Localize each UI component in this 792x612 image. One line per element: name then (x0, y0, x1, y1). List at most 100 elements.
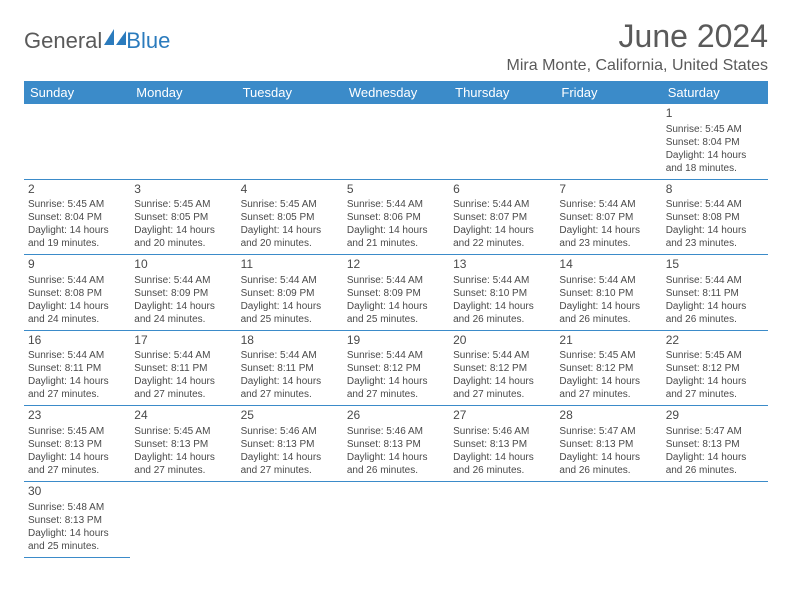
sunrise-line: Sunrise: 5:44 AM (28, 274, 126, 287)
logo-text-gray: General (24, 28, 102, 54)
day-number: 26 (347, 408, 445, 424)
sunset-line: Sunset: 8:05 PM (241, 211, 339, 224)
calendar-cell: 30Sunrise: 5:48 AMSunset: 8:13 PMDayligh… (24, 481, 130, 557)
day-number: 15 (666, 257, 764, 273)
calendar-header-row: SundayMondayTuesdayWednesdayThursdayFrid… (24, 81, 768, 104)
sunrise-line: Sunrise: 5:45 AM (666, 349, 764, 362)
calendar-cell: 22Sunrise: 5:45 AMSunset: 8:12 PMDayligh… (662, 330, 768, 406)
sunset-line: Sunset: 8:08 PM (28, 287, 126, 300)
calendar-row: 30Sunrise: 5:48 AMSunset: 8:13 PMDayligh… (24, 481, 768, 557)
daylight-line: Daylight: 14 hours and 25 minutes. (28, 527, 126, 553)
calendar-cell: 12Sunrise: 5:44 AMSunset: 8:09 PMDayligh… (343, 255, 449, 331)
sunrise-line: Sunrise: 5:45 AM (28, 425, 126, 438)
sunrise-line: Sunrise: 5:47 AM (559, 425, 657, 438)
sunrise-line: Sunrise: 5:44 AM (28, 349, 126, 362)
sunset-line: Sunset: 8:11 PM (241, 362, 339, 375)
calendar-body: 1Sunrise: 5:45 AMSunset: 8:04 PMDaylight… (24, 104, 768, 557)
sunset-line: Sunset: 8:10 PM (453, 287, 551, 300)
daylight-line: Daylight: 14 hours and 20 minutes. (134, 224, 232, 250)
sunrise-line: Sunrise: 5:45 AM (28, 198, 126, 211)
sunrise-line: Sunrise: 5:45 AM (134, 425, 232, 438)
calendar-cell: 18Sunrise: 5:44 AMSunset: 8:11 PMDayligh… (237, 330, 343, 406)
daylight-line: Daylight: 14 hours and 26 minutes. (453, 451, 551, 477)
sunrise-line: Sunrise: 5:44 AM (453, 349, 551, 362)
calendar-table: SundayMondayTuesdayWednesdayThursdayFrid… (24, 81, 768, 558)
day-number: 12 (347, 257, 445, 273)
daylight-line: Daylight: 14 hours and 26 minutes. (559, 451, 657, 477)
day-number: 21 (559, 333, 657, 349)
sunrise-line: Sunrise: 5:45 AM (666, 123, 764, 136)
sunset-line: Sunset: 8:13 PM (241, 438, 339, 451)
sunset-line: Sunset: 8:13 PM (28, 438, 126, 451)
calendar-cell: 1Sunrise: 5:45 AMSunset: 8:04 PMDaylight… (662, 104, 768, 179)
sunrise-line: Sunrise: 5:48 AM (28, 501, 126, 514)
daylight-line: Daylight: 14 hours and 27 minutes. (559, 375, 657, 401)
daylight-line: Daylight: 14 hours and 27 minutes. (347, 375, 445, 401)
daylight-line: Daylight: 14 hours and 26 minutes. (666, 451, 764, 477)
sunrise-line: Sunrise: 5:44 AM (134, 349, 232, 362)
day-number: 4 (241, 182, 339, 198)
daylight-line: Daylight: 14 hours and 25 minutes. (347, 300, 445, 326)
day-number: 19 (347, 333, 445, 349)
day-number: 2 (28, 182, 126, 198)
day-number: 25 (241, 408, 339, 424)
day-number: 20 (453, 333, 551, 349)
column-header: Thursday (449, 81, 555, 104)
sunset-line: Sunset: 8:04 PM (28, 211, 126, 224)
sunset-line: Sunset: 8:05 PM (134, 211, 232, 224)
day-number: 17 (134, 333, 232, 349)
sunset-line: Sunset: 8:12 PM (559, 362, 657, 375)
day-number: 1 (666, 106, 764, 122)
calendar-cell (662, 481, 768, 557)
daylight-line: Daylight: 14 hours and 25 minutes. (241, 300, 339, 326)
day-number: 5 (347, 182, 445, 198)
sunset-line: Sunset: 8:13 PM (666, 438, 764, 451)
title-block: June 2024 Mira Monte, California, United… (507, 18, 768, 75)
day-number: 27 (453, 408, 551, 424)
column-header: Sunday (24, 81, 130, 104)
header: General Blue June 2024 Mira Monte, Calif… (24, 18, 768, 75)
sunrise-line: Sunrise: 5:44 AM (453, 198, 551, 211)
day-number: 14 (559, 257, 657, 273)
calendar-cell: 28Sunrise: 5:47 AMSunset: 8:13 PMDayligh… (555, 406, 661, 482)
calendar-cell: 20Sunrise: 5:44 AMSunset: 8:12 PMDayligh… (449, 330, 555, 406)
calendar-cell: 8Sunrise: 5:44 AMSunset: 8:08 PMDaylight… (662, 179, 768, 255)
sunset-line: Sunset: 8:09 PM (347, 287, 445, 300)
daylight-line: Daylight: 14 hours and 27 minutes. (666, 375, 764, 401)
calendar-cell (343, 104, 449, 179)
sunset-line: Sunset: 8:06 PM (347, 211, 445, 224)
daylight-line: Daylight: 14 hours and 23 minutes. (666, 224, 764, 250)
day-number: 18 (241, 333, 339, 349)
sunset-line: Sunset: 8:10 PM (559, 287, 657, 300)
daylight-line: Daylight: 14 hours and 26 minutes. (347, 451, 445, 477)
calendar-cell: 27Sunrise: 5:46 AMSunset: 8:13 PMDayligh… (449, 406, 555, 482)
calendar-cell (449, 481, 555, 557)
calendar-cell: 4Sunrise: 5:45 AMSunset: 8:05 PMDaylight… (237, 179, 343, 255)
day-number: 3 (134, 182, 232, 198)
column-header: Tuesday (237, 81, 343, 104)
calendar-cell: 10Sunrise: 5:44 AMSunset: 8:09 PMDayligh… (130, 255, 236, 331)
day-number: 24 (134, 408, 232, 424)
sunset-line: Sunset: 8:09 PM (134, 287, 232, 300)
column-header: Friday (555, 81, 661, 104)
column-header: Monday (130, 81, 236, 104)
calendar-cell: 29Sunrise: 5:47 AMSunset: 8:13 PMDayligh… (662, 406, 768, 482)
calendar-cell (130, 481, 236, 557)
sunrise-line: Sunrise: 5:46 AM (347, 425, 445, 438)
calendar-cell: 19Sunrise: 5:44 AMSunset: 8:12 PMDayligh… (343, 330, 449, 406)
sunrise-line: Sunrise: 5:44 AM (666, 198, 764, 211)
daylight-line: Daylight: 14 hours and 27 minutes. (241, 375, 339, 401)
calendar-cell: 6Sunrise: 5:44 AMSunset: 8:07 PMDaylight… (449, 179, 555, 255)
calendar-row: 23Sunrise: 5:45 AMSunset: 8:13 PMDayligh… (24, 406, 768, 482)
calendar-cell (24, 104, 130, 179)
day-number: 29 (666, 408, 764, 424)
sunrise-line: Sunrise: 5:44 AM (347, 274, 445, 287)
daylight-line: Daylight: 14 hours and 26 minutes. (453, 300, 551, 326)
calendar-cell: 14Sunrise: 5:44 AMSunset: 8:10 PMDayligh… (555, 255, 661, 331)
sunrise-line: Sunrise: 5:44 AM (559, 198, 657, 211)
day-number: 13 (453, 257, 551, 273)
day-number: 11 (241, 257, 339, 273)
sunrise-line: Sunrise: 5:44 AM (666, 274, 764, 287)
calendar-cell: 25Sunrise: 5:46 AMSunset: 8:13 PMDayligh… (237, 406, 343, 482)
sunset-line: Sunset: 8:13 PM (347, 438, 445, 451)
